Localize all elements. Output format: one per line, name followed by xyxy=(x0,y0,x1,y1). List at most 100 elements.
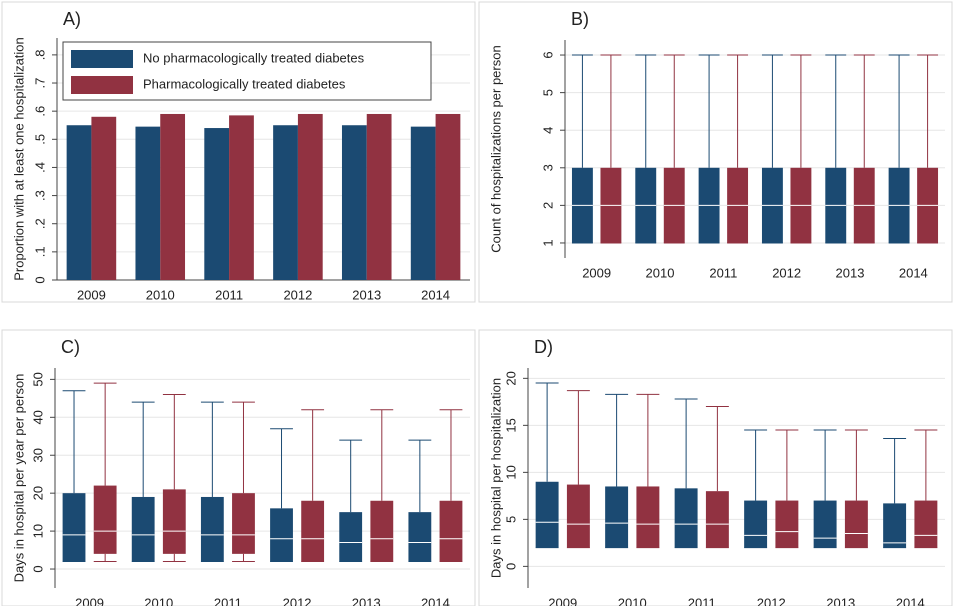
y-tick-label: 0 xyxy=(503,563,518,570)
panel-frame xyxy=(478,1,953,303)
x-tick-label: 2012 xyxy=(772,265,801,280)
box xyxy=(370,500,394,562)
y-tick-label: 50 xyxy=(30,372,45,386)
y-tick-label: 20 xyxy=(503,371,518,385)
whisker xyxy=(605,393,629,487)
box xyxy=(408,512,432,562)
box xyxy=(439,500,463,562)
y-tick-label: 6 xyxy=(540,51,555,58)
y-tick-label: .4 xyxy=(32,162,47,173)
y-tick-label: .3 xyxy=(32,190,47,201)
y-tick-label: 30 xyxy=(30,448,45,462)
bar xyxy=(341,125,367,280)
panel-title: B) xyxy=(571,9,589,29)
y-tick-label: 3 xyxy=(540,164,555,171)
whisker xyxy=(370,409,394,501)
whisker xyxy=(600,54,622,168)
y-tick-label: .6 xyxy=(32,106,47,117)
y-axis-title: Days in hospital per year per person xyxy=(11,374,26,583)
y-tick-label: 0 xyxy=(32,276,47,283)
whisker xyxy=(232,401,255,494)
bar xyxy=(410,126,436,281)
whisker xyxy=(93,382,117,486)
whisker xyxy=(535,382,559,482)
x-tick-label: 2011 xyxy=(709,265,737,280)
box xyxy=(131,496,155,562)
panel-frame xyxy=(478,329,953,606)
whisker xyxy=(761,54,783,168)
whisker xyxy=(883,438,907,504)
y-tick-label: 20 xyxy=(30,486,45,500)
x-tick-label: 2014 xyxy=(421,595,450,606)
x-tick-label: 2012 xyxy=(283,595,312,606)
box xyxy=(232,493,255,554)
bar xyxy=(435,113,461,280)
whisker xyxy=(813,429,837,501)
y-tick-label: 10 xyxy=(503,465,518,479)
whisker xyxy=(844,429,868,501)
x-tick-label: 2010 xyxy=(146,287,175,302)
y-tick-label: 2 xyxy=(540,202,555,209)
whisker xyxy=(339,439,363,513)
box xyxy=(674,488,698,548)
whisker xyxy=(200,401,224,497)
x-tick-label: 2011 xyxy=(688,595,716,606)
legend-label: No pharmacologically treated diabetes xyxy=(143,50,365,65)
box xyxy=(636,486,660,548)
whisker xyxy=(790,54,812,168)
y-tick-label: 0 xyxy=(30,565,45,572)
box xyxy=(93,485,117,554)
whisker xyxy=(917,54,939,168)
box xyxy=(270,508,293,562)
box xyxy=(883,503,907,548)
whisker xyxy=(131,401,155,497)
x-tick-label: 2009 xyxy=(77,287,106,302)
box xyxy=(914,500,938,548)
box xyxy=(200,496,224,562)
x-tick-label: 2013 xyxy=(352,595,381,606)
panel-frame xyxy=(1,1,476,303)
box xyxy=(775,500,799,548)
x-tick-label: 2014 xyxy=(896,595,925,606)
whisker xyxy=(270,428,293,509)
whisker xyxy=(727,54,749,168)
box xyxy=(162,489,186,554)
y-axis-title: Proportion with at least one hospitaliza… xyxy=(11,37,26,281)
x-tick-label: 2009 xyxy=(75,595,104,606)
whisker xyxy=(698,54,720,168)
legend-label: Pharmacologically treated diabetes xyxy=(143,76,346,91)
whisker xyxy=(301,409,325,501)
whisker xyxy=(705,406,729,492)
box xyxy=(844,500,868,548)
box xyxy=(62,493,86,562)
y-tick-label: .1 xyxy=(32,246,47,257)
y-tick-label: 4 xyxy=(540,127,555,134)
box xyxy=(566,484,590,548)
y-tick-label: .2 xyxy=(32,218,47,229)
whisker xyxy=(636,393,660,487)
y-tick-label: .5 xyxy=(32,134,47,145)
y-tick-label: 5 xyxy=(540,89,555,96)
whisker xyxy=(162,394,186,490)
x-tick-label: 2013 xyxy=(826,595,855,606)
y-tick-label: .8 xyxy=(32,49,47,60)
y-tick-label: .7 xyxy=(32,78,47,89)
y-tick-label: 5 xyxy=(503,516,518,523)
whisker xyxy=(663,54,685,168)
y-tick-label: 1 xyxy=(540,239,555,246)
y-axis-title: Count of hospitalizations per person xyxy=(488,45,503,252)
box xyxy=(605,486,629,548)
x-tick-label: 2010 xyxy=(646,265,675,280)
x-tick-label: 2010 xyxy=(618,595,647,606)
x-tick-label: 2010 xyxy=(144,595,173,606)
whisker xyxy=(635,54,657,168)
whisker xyxy=(232,553,255,562)
whisker xyxy=(853,54,875,168)
whisker xyxy=(439,409,463,501)
y-axis-title: Days in hospital per hospitalization xyxy=(488,378,503,578)
whisker xyxy=(888,54,910,168)
panel-title: C) xyxy=(61,337,80,357)
bar xyxy=(91,116,117,280)
x-tick-label: 2009 xyxy=(582,265,611,280)
